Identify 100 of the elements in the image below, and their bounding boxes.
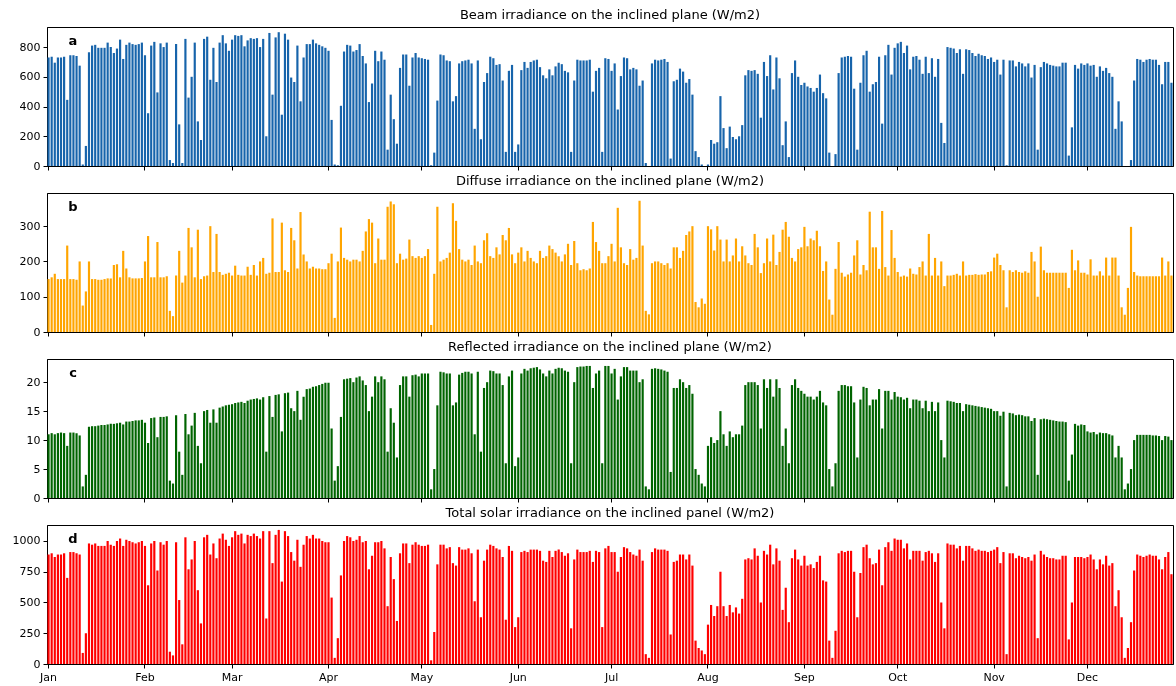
bar [377, 542, 380, 664]
bar [765, 238, 769, 332]
bar [495, 548, 498, 664]
bar [240, 35, 243, 166]
bar [100, 47, 103, 166]
bar [638, 200, 641, 332]
bar [747, 558, 750, 664]
bar [414, 53, 417, 166]
x-tick-label: Apr [318, 670, 339, 684]
bar [993, 257, 996, 332]
bar [311, 266, 315, 332]
chart-title: Beam irradiance on the inclined plane (W/m2) [459, 7, 761, 22]
bar [439, 54, 442, 166]
bar [784, 121, 787, 166]
bar [165, 540, 168, 664]
bar [59, 57, 63, 166]
bar [1073, 556, 1077, 664]
bar [1049, 272, 1052, 332]
bar [971, 405, 974, 498]
bar [1077, 425, 1080, 498]
bar [330, 253, 333, 332]
bar [1055, 420, 1058, 498]
bar [585, 270, 588, 332]
bar [346, 378, 349, 498]
y-tick-label: 0 [33, 159, 41, 173]
bar [1083, 558, 1086, 664]
bar [946, 47, 949, 166]
bar [937, 58, 940, 166]
bar [355, 539, 358, 664]
bar [202, 411, 206, 498]
x-tick-label: Oct [888, 670, 908, 684]
bar [1145, 276, 1148, 332]
bar [178, 250, 181, 332]
bar [909, 268, 912, 332]
bar [912, 56, 915, 166]
bar [59, 554, 63, 664]
y-tick-label: 15 [26, 404, 41, 418]
bar [663, 58, 666, 166]
bar [591, 221, 594, 332]
bar [134, 278, 137, 332]
bar [1030, 251, 1033, 332]
bar [849, 56, 853, 166]
bar [974, 55, 977, 166]
bar [202, 276, 206, 332]
bar [153, 540, 156, 664]
bar [91, 426, 94, 498]
bar [75, 553, 78, 664]
bar [1039, 550, 1042, 664]
bar [305, 536, 308, 664]
bar [439, 371, 442, 498]
bar [212, 409, 215, 498]
bar [523, 61, 526, 166]
bar [719, 411, 722, 498]
bar [286, 392, 290, 498]
bar [632, 370, 635, 498]
bar [688, 79, 691, 166]
bar [258, 261, 262, 332]
bar [1080, 63, 1083, 166]
bar [283, 33, 287, 166]
bar [526, 370, 529, 498]
bar [660, 549, 663, 664]
bar [355, 377, 358, 498]
bar [996, 59, 999, 166]
bar [255, 38, 259, 166]
bar [881, 210, 884, 332]
bar [688, 554, 691, 664]
bar [321, 46, 324, 166]
bar [1129, 226, 1133, 332]
bar [1033, 554, 1036, 664]
bar [896, 396, 899, 498]
bar [159, 542, 162, 664]
bar [445, 373, 448, 498]
x-tick-label: Dec [1076, 670, 1099, 684]
bar [153, 41, 156, 166]
bar [458, 547, 461, 664]
bar [769, 544, 772, 664]
bar [408, 239, 411, 332]
y-tick-label: 200 [19, 129, 41, 143]
bar [983, 274, 986, 332]
bar [442, 372, 445, 498]
bar [131, 278, 134, 332]
bar [557, 256, 560, 332]
bar [1142, 276, 1145, 332]
bar [604, 365, 607, 498]
bar [986, 58, 990, 166]
bar [137, 44, 140, 166]
bar [728, 431, 731, 498]
bar [884, 390, 887, 498]
bar [1058, 272, 1061, 332]
bar [1092, 431, 1095, 498]
bar [983, 407, 986, 498]
bar [392, 204, 395, 332]
bar [585, 365, 588, 498]
bar [389, 94, 392, 166]
bar [874, 247, 878, 332]
bar [103, 279, 106, 332]
bar [470, 373, 473, 498]
bar [262, 257, 265, 332]
bar [650, 63, 654, 166]
bar [551, 249, 554, 332]
